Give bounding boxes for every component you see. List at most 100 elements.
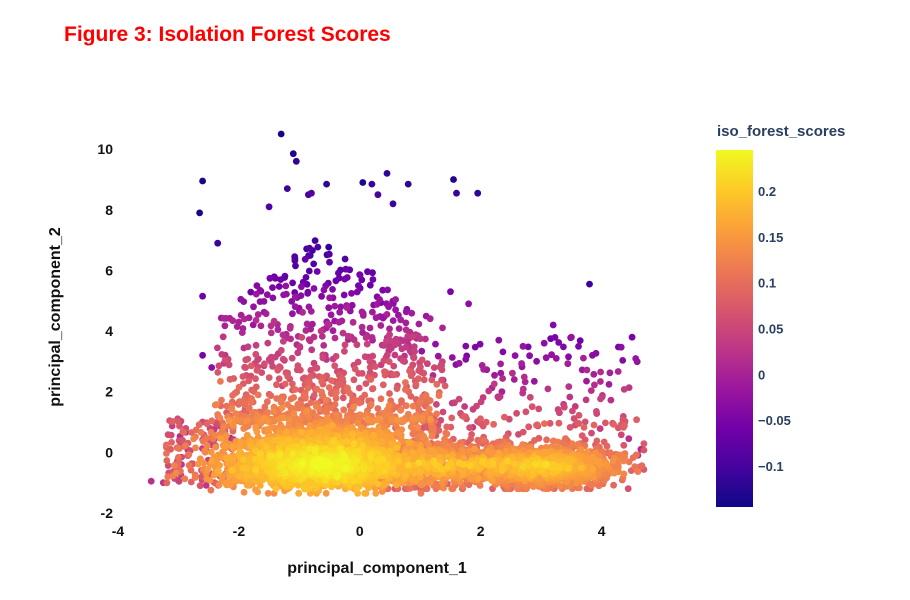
scatter-point	[384, 286, 391, 294]
scatter-point	[179, 436, 186, 444]
scatter-point	[617, 451, 625, 459]
scatter-point	[318, 388, 325, 396]
scatter-point	[252, 316, 260, 324]
scatter-point	[283, 290, 290, 298]
scatter-point	[575, 411, 583, 419]
scatter-point	[577, 446, 585, 453]
scatter-point	[631, 463, 639, 471]
scatter-point	[620, 470, 628, 478]
scatter-point	[420, 376, 428, 384]
scatter-point	[294, 401, 302, 408]
scatter-point	[238, 329, 246, 336]
scatter-point	[590, 421, 598, 429]
scatter-point	[326, 258, 333, 266]
scatter-point	[252, 290, 260, 298]
scatter-point	[430, 457, 438, 465]
scatter-point	[284, 372, 292, 380]
scatter-point	[308, 189, 315, 197]
scatter-point	[300, 392, 308, 399]
scatter-point	[542, 354, 550, 362]
scatter-point	[597, 395, 604, 403]
scatter-point	[374, 405, 382, 412]
scatter-point	[383, 337, 390, 345]
scatter-point	[221, 322, 229, 330]
scatter-point	[409, 415, 416, 422]
scatter-point	[289, 380, 296, 388]
scatter-point	[398, 397, 405, 405]
scatter-point	[291, 386, 299, 393]
scatter-point	[285, 436, 293, 444]
scatter-point	[274, 366, 282, 374]
scatter-point	[277, 276, 285, 283]
scatter-point	[437, 416, 445, 424]
scatter-point	[236, 398, 243, 405]
scatter-point	[462, 342, 470, 350]
scatter-point	[362, 380, 370, 387]
scatter-point	[377, 395, 385, 403]
scatter-point	[409, 449, 417, 456]
scatter-point	[225, 361, 233, 369]
scatter-point	[408, 309, 416, 317]
scatter-point	[544, 385, 552, 393]
scatter-point	[288, 354, 296, 362]
scatter-point	[383, 170, 391, 177]
scatter-point	[214, 344, 221, 352]
scatter-point	[583, 377, 590, 385]
scatter-point	[625, 435, 633, 443]
scatter-point	[329, 327, 337, 335]
scatter-point	[303, 320, 311, 328]
scatter-point	[382, 434, 390, 441]
scatter-point	[593, 437, 601, 445]
scatter-point	[218, 351, 226, 358]
scatter-point	[201, 447, 209, 455]
scatter-point	[247, 362, 255, 370]
scatter-point	[410, 343, 418, 351]
scatter-point	[318, 378, 326, 385]
scatter-point	[440, 484, 447, 492]
scatter-point	[297, 292, 305, 299]
scatter-point	[343, 384, 351, 392]
scatter-point	[417, 446, 425, 453]
scatter-point	[367, 465, 374, 473]
scatter-point	[257, 322, 265, 330]
scatter-point	[402, 319, 410, 327]
scatter-point	[519, 428, 527, 436]
scatter-point	[406, 367, 413, 375]
scatter-point	[329, 422, 336, 429]
scatter-point	[524, 343, 532, 351]
scatter-point	[361, 391, 369, 399]
scatter-point	[292, 262, 299, 270]
scatter-point	[306, 422, 314, 430]
scatter-point	[237, 295, 245, 303]
scatter-point	[305, 413, 312, 421]
scatter-point	[436, 363, 444, 371]
scatter-point	[308, 346, 316, 354]
scatter-point	[393, 416, 401, 424]
scatter-point	[212, 443, 220, 451]
scatter-point	[616, 457, 624, 464]
scatter-point	[392, 306, 399, 314]
scatter-point	[296, 343, 304, 350]
scatter-point	[220, 423, 228, 431]
scatter-point	[482, 418, 490, 426]
scatter-point	[490, 380, 498, 388]
scatter-point	[560, 343, 567, 351]
scatter-point	[266, 274, 274, 282]
scatter-point	[317, 327, 325, 335]
scatter-point	[175, 453, 182, 461]
scatter-point	[269, 284, 276, 291]
scatter-point	[366, 281, 374, 289]
scatter-point	[412, 381, 420, 388]
scatter-point	[435, 427, 443, 434]
scatter-point	[433, 410, 440, 418]
scatter-point	[290, 394, 298, 401]
scatter-point	[576, 484, 583, 492]
scatter-point	[204, 465, 212, 473]
scatter-point	[583, 448, 591, 456]
scatter-point	[556, 482, 564, 490]
scatter-point	[355, 282, 362, 289]
scatter-point	[580, 424, 588, 431]
scatter-point	[192, 444, 199, 452]
scatter-point	[245, 377, 253, 385]
scatter-point	[181, 475, 189, 483]
